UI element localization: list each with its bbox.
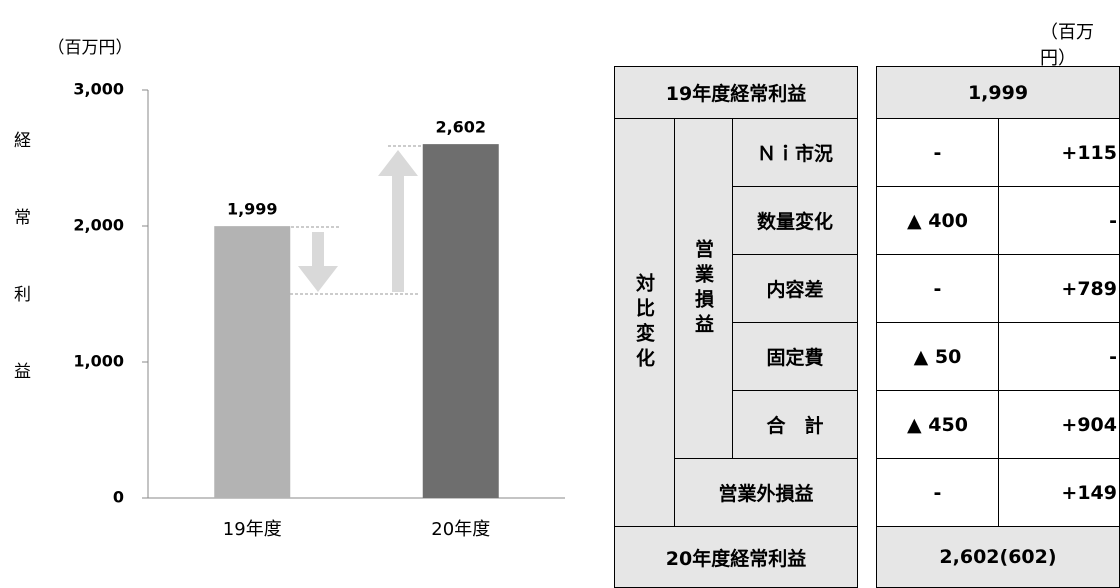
other-minus: - (876, 458, 999, 527)
row-label: 数量変化 (732, 186, 858, 255)
group-label: 対比変化 (633, 272, 655, 373)
x-tick-label: 19年度 (223, 519, 282, 540)
bar (214, 226, 291, 499)
row-minus: - (876, 254, 999, 323)
footer-label: 20年度経常利益 (614, 526, 858, 588)
row-minus: - (876, 118, 999, 187)
other-plus: +149 (998, 458, 1120, 527)
other-label: 営業外損益 (674, 458, 858, 527)
y-tick-label: 1,000 (73, 352, 124, 371)
row-plus: +789 (998, 254, 1120, 323)
down-arrow (298, 232, 338, 292)
y-tick-label: 0 (113, 488, 124, 507)
table-unit: （百万円） (1040, 22, 1094, 69)
header-value: 1,999 (876, 66, 1120, 119)
row-minus: ▲ 450 (876, 390, 999, 459)
row-plus: +904 (998, 390, 1120, 459)
y-tick-label: 3,000 (73, 80, 124, 99)
row-minus: ▲ 50 (876, 322, 999, 391)
row-label: 固定費 (732, 322, 858, 391)
row-plus: - (998, 322, 1120, 391)
chart: （百万円） 経常利益 0 1,000 2,000 3,000 19年度 1,999 20年度… (10, 38, 565, 540)
row-label: 合 計 (732, 390, 858, 459)
row-plus: - (998, 186, 1120, 255)
header-label: 19年度経常利益 (614, 66, 858, 119)
value-label: 1,999 (227, 200, 278, 219)
footer-value: 2,602(602) (876, 526, 1120, 588)
row-plus: +115 (998, 118, 1120, 187)
row-minus: ▲ 400 (876, 186, 999, 255)
row-label: 内容差 (732, 254, 858, 323)
row-label: Ｎｉ市況 (732, 118, 858, 187)
unit: （百万円） (48, 38, 133, 58)
subgroup-label: 営業損益 (692, 238, 714, 339)
y-tick-label: 2,000 (73, 216, 124, 235)
up-arrow (378, 150, 418, 292)
bar (422, 144, 499, 499)
x-tick-label: 20年度 (431, 519, 490, 540)
value-label: 2,602 (435, 118, 486, 137)
y-axis-label: 経常利益 (10, 131, 31, 439)
